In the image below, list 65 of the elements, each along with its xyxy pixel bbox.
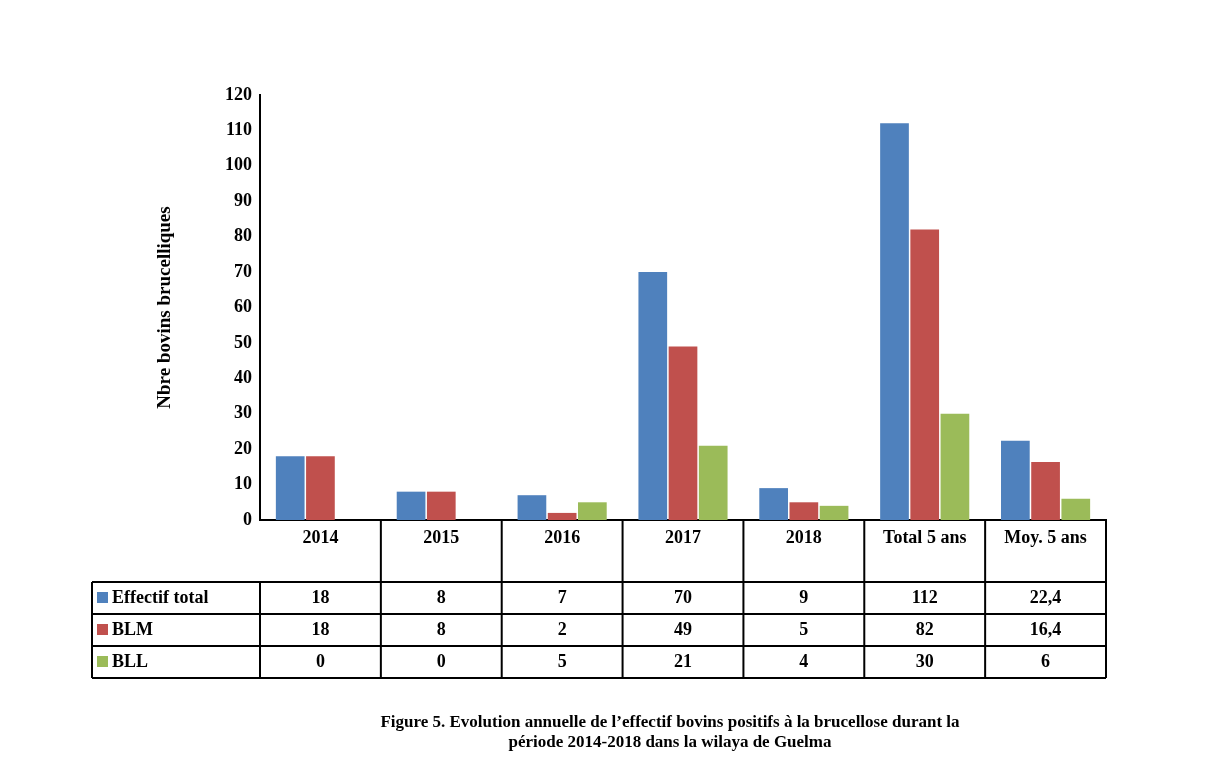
bar — [396, 491, 426, 520]
bar — [698, 445, 728, 520]
bar — [668, 346, 698, 520]
data-label: 7 — [557, 586, 567, 607]
x-tick-label: Total 5 ans — [883, 527, 967, 548]
data-label: 82 — [915, 618, 934, 639]
y-tick-label: 90 — [234, 189, 252, 210]
y-tick-label: 40 — [234, 366, 252, 387]
bar — [1001, 440, 1030, 520]
data-label: 2 — [557, 618, 567, 639]
data-label: 70 — [674, 586, 692, 607]
bar — [819, 505, 849, 520]
data-label: 18 — [311, 586, 330, 607]
x-tick-label: Moy. 5 ans — [1004, 527, 1087, 548]
bar — [910, 229, 940, 520]
data-label: 22,4 — [1029, 586, 1062, 607]
bar — [578, 502, 607, 520]
y-tick-label: 0 — [243, 508, 252, 529]
bar — [940, 413, 970, 520]
data-label: 4 — [799, 650, 809, 671]
data-label: 49 — [674, 618, 692, 639]
bar — [759, 488, 788, 520]
bar — [275, 456, 305, 520]
data-label: 5 — [799, 618, 809, 639]
data-label: 8 — [436, 618, 446, 639]
data-label: 9 — [799, 586, 809, 607]
y-tick-label: 50 — [234, 331, 252, 352]
legend-label: BLM — [112, 618, 154, 639]
legend-label: Effectif total — [112, 586, 209, 607]
data-label: 0 — [436, 650, 446, 671]
x-tick-label: 2014 — [302, 527, 339, 548]
bar — [638, 272, 668, 520]
y-tick-label: 80 — [234, 225, 252, 246]
x-tick-label: 2016 — [544, 527, 581, 548]
bar — [306, 456, 335, 520]
y-tick-label: 20 — [234, 437, 252, 458]
data-label: 18 — [311, 618, 330, 639]
data-label: 0 — [315, 650, 325, 671]
bar — [789, 502, 819, 520]
y-tick-label: 70 — [234, 260, 252, 281]
data-label: 21 — [674, 650, 692, 671]
legend-label: BLL — [112, 650, 149, 671]
y-axis-title: Nbre bovins brucelliques — [153, 206, 175, 409]
bar — [547, 512, 577, 520]
y-tick-label: 110 — [225, 119, 252, 140]
data-label: 112 — [911, 586, 938, 607]
bar — [1061, 498, 1091, 520]
data-label: 5 — [557, 650, 567, 671]
bar — [517, 495, 547, 520]
bar — [1031, 461, 1060, 520]
y-tick-label: 120 — [225, 83, 252, 104]
data-label: 30 — [915, 650, 934, 671]
x-tick-label: 2015 — [423, 527, 460, 548]
data-label: 16,4 — [1029, 618, 1062, 639]
y-tick-label: 60 — [234, 296, 252, 317]
bar — [426, 491, 456, 520]
y-tick-label: 30 — [234, 402, 252, 423]
x-tick-label: 2018 — [785, 527, 822, 548]
bar — [880, 123, 909, 520]
data-label: 8 — [436, 586, 446, 607]
caption: Figure 5. Evolution annuelle de l’effectif bovins positifs à la brucellose durant la période 2014-2018 dans la wilaya de Guelma — [379, 712, 961, 752]
data-label: 6 — [1041, 650, 1051, 671]
y-tick-label: 100 — [225, 154, 252, 175]
y-tick-label: 10 — [234, 473, 252, 494]
x-tick-label: 2017 — [665, 527, 701, 548]
